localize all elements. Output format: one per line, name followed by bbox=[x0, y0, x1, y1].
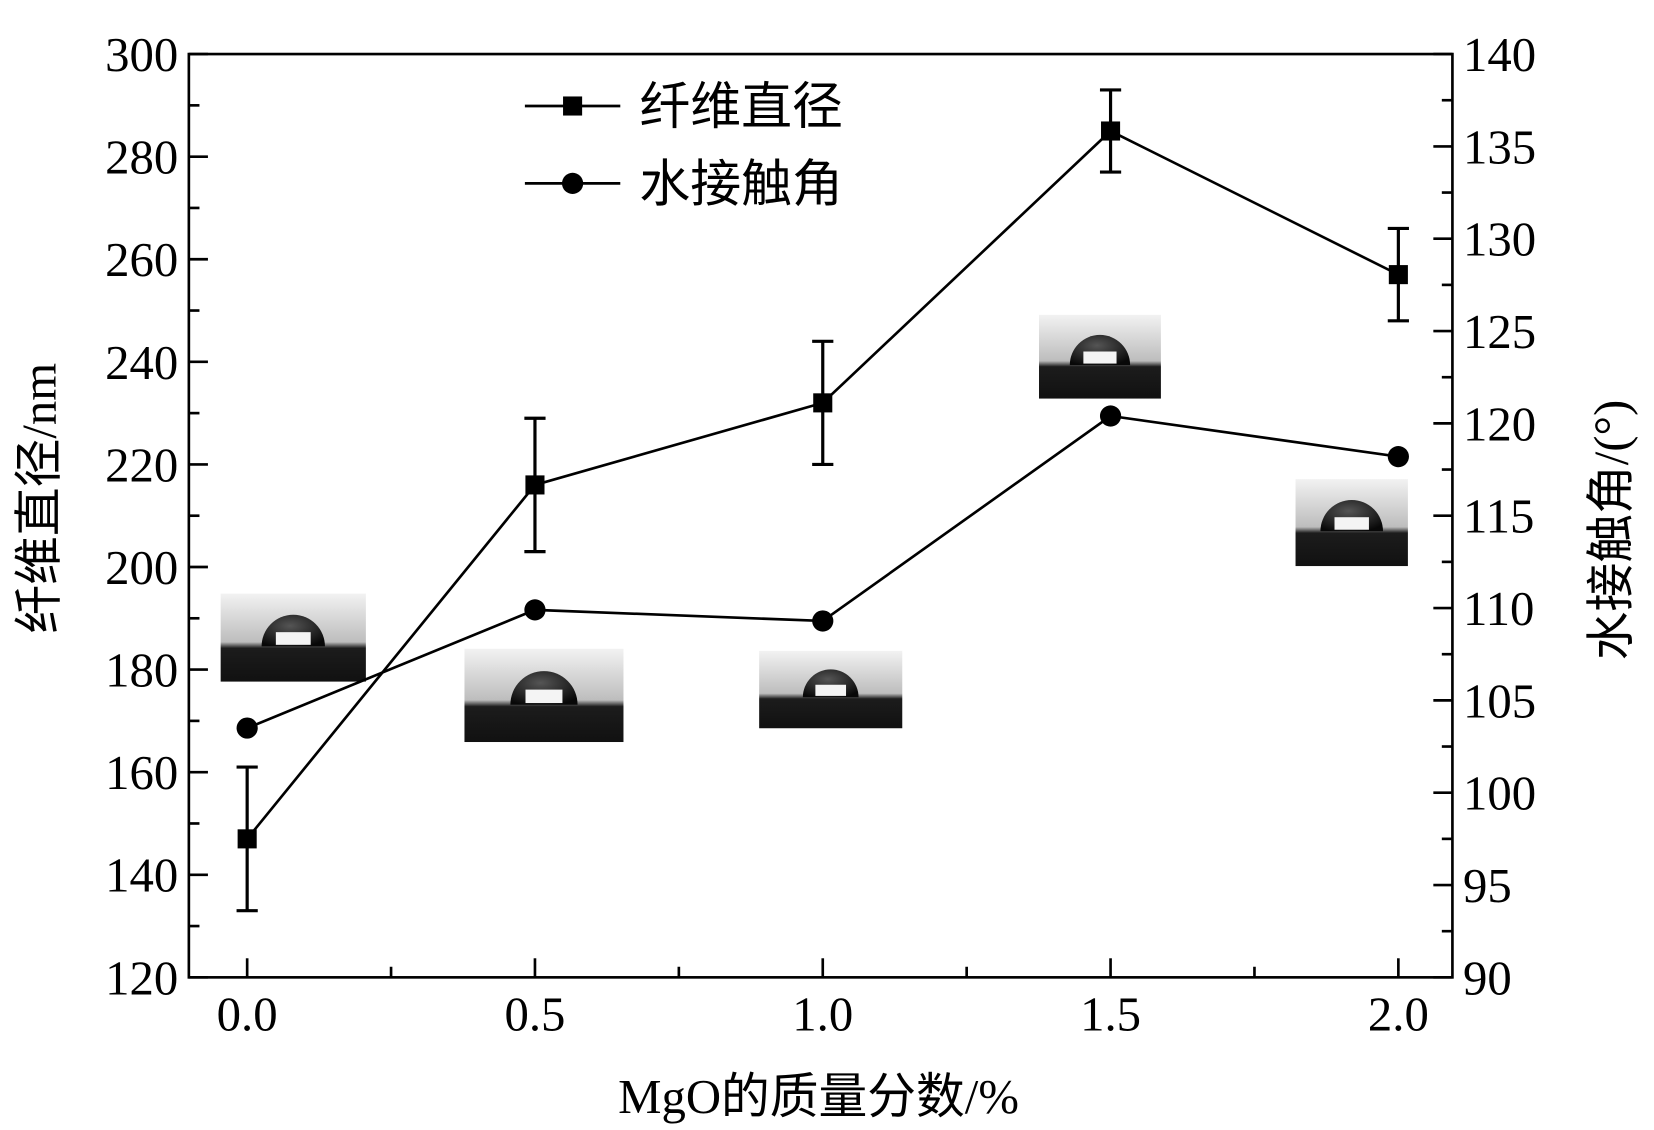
y-tick-label: 140 bbox=[105, 849, 178, 903]
droplet-highlight bbox=[815, 684, 847, 696]
fiber-diameter-point bbox=[237, 829, 257, 849]
y-tick-label: 240 bbox=[105, 336, 178, 390]
x-tick-label: 0.0 bbox=[217, 987, 278, 1041]
legend-circle-marker bbox=[561, 172, 584, 194]
droplet-photo-1 bbox=[464, 648, 624, 743]
droplet-photo-0 bbox=[220, 593, 366, 682]
fiber-diameter-point bbox=[813, 393, 833, 413]
droplet-photo-3 bbox=[1039, 314, 1161, 399]
droplet-photo-4 bbox=[1295, 479, 1408, 567]
y-tick-label: 300 bbox=[105, 28, 178, 82]
contact-angle-point bbox=[524, 599, 546, 621]
contact-angle-point bbox=[1387, 446, 1409, 468]
x-tick-label: 1.0 bbox=[792, 987, 853, 1041]
droplet-photo-2 bbox=[759, 650, 903, 729]
y-tick-label: 280 bbox=[105, 131, 178, 185]
x-tick-label: 2.0 bbox=[1368, 987, 1429, 1041]
x-axis-label: MgO的质量分数/% bbox=[618, 1070, 1019, 1124]
legend-square-marker bbox=[563, 96, 583, 116]
y-tick-label: 220 bbox=[105, 438, 178, 492]
y2-tick-label: 110 bbox=[1463, 582, 1534, 636]
droplet-highlight bbox=[275, 632, 311, 645]
droplet-highlight bbox=[1083, 351, 1117, 364]
fiber-diameter-point bbox=[1388, 265, 1408, 285]
y2-tick-label: 130 bbox=[1463, 213, 1536, 267]
fiber-diameter-point bbox=[1101, 121, 1121, 141]
legend-label: 水接触角 bbox=[639, 157, 843, 213]
y2-axis-label: 水接触角/(°) bbox=[1584, 400, 1638, 661]
y-tick-label: 160 bbox=[105, 746, 178, 800]
y2-tick-label: 140 bbox=[1463, 28, 1536, 82]
contact-angle-point bbox=[1099, 405, 1122, 427]
y-tick-label: 180 bbox=[105, 644, 178, 698]
y-tick-label: 260 bbox=[105, 233, 178, 287]
droplet-highlight bbox=[525, 689, 563, 704]
y2-tick-label: 120 bbox=[1463, 397, 1536, 451]
droplet-highlight bbox=[1334, 517, 1369, 530]
contact-angle-point bbox=[236, 717, 258, 739]
y2-tick-label: 105 bbox=[1463, 674, 1536, 728]
y2-tick-label: 125 bbox=[1463, 305, 1536, 359]
y2-tick-label: 90 bbox=[1463, 951, 1512, 1005]
x-tick-label: 1.5 bbox=[1080, 987, 1141, 1041]
y-tick-label: 200 bbox=[105, 541, 178, 595]
fiber-diameter-line bbox=[246, 129, 1399, 840]
contact-angle-point bbox=[812, 610, 834, 632]
fiber-diameter-point bbox=[525, 475, 545, 495]
y2-tick-label: 115 bbox=[1463, 490, 1534, 544]
legend-label: 纤维直径 bbox=[639, 80, 843, 136]
y-axis-label: 纤维直径/nm bbox=[12, 363, 66, 634]
y-tick-label: 120 bbox=[105, 951, 178, 1005]
y2-tick-label: 100 bbox=[1463, 767, 1536, 821]
y2-tick-label: 135 bbox=[1463, 120, 1536, 174]
y2-tick-label: 95 bbox=[1463, 859, 1512, 913]
x-tick-label: 0.5 bbox=[504, 987, 565, 1041]
